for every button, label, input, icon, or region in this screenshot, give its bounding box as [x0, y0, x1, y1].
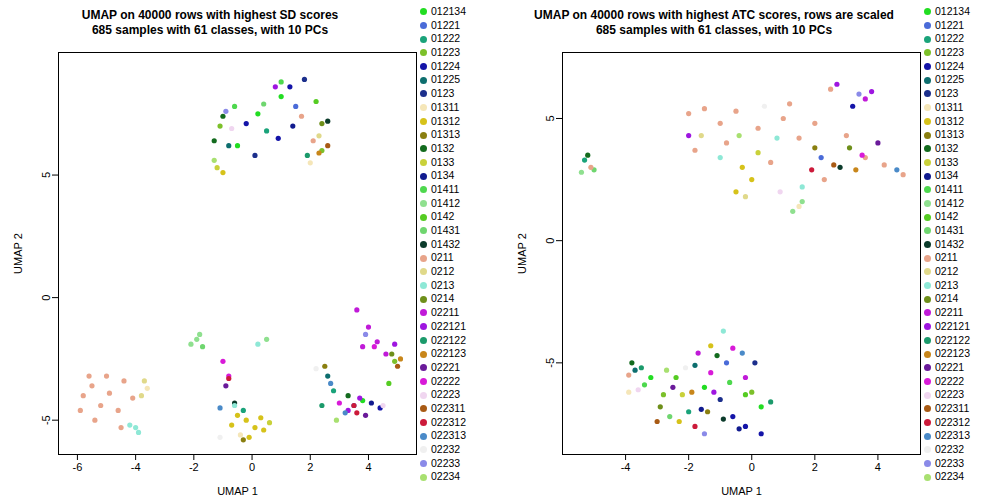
html-text:022122: 022122 [431, 333, 466, 346]
html-text:022121: 022121 [935, 319, 970, 332]
html-text:01311: 01311 [431, 100, 460, 113]
html-text:0134: 0134 [935, 169, 959, 182]
html-text:0212: 0212 [935, 265, 959, 278]
html-text:01225: 01225 [935, 73, 965, 86]
html-text:01313: 01313 [935, 128, 965, 141]
html-text:022313: 022313 [431, 429, 466, 442]
html-text:685 samples with 61 classes, w: 685 samples with 61 classes, with 10 PCs [595, 23, 833, 37]
html-text:01412: 01412 [431, 196, 461, 209]
html-text:022122: 022122 [935, 333, 970, 346]
html-text:01411: 01411 [431, 182, 460, 195]
svg-text:2: 2 [812, 461, 818, 473]
html-text:01223: 01223 [935, 46, 965, 59]
html-text:0123: 0123 [431, 87, 455, 100]
html-text:0214: 0214 [935, 292, 959, 305]
html-text:685 samples with 61 classes, w: 685 samples with 61 classes, with 10 PCs [91, 23, 329, 37]
svg-text:0: 0 [249, 461, 255, 473]
svg-text:UMAP 2: UMAP 2 [516, 233, 528, 274]
html-text:01225: 01225 [431, 73, 461, 86]
html-text:02232: 02232 [935, 443, 965, 455]
html-text:0142: 0142 [431, 210, 455, 223]
svg-text:5: 5 [40, 172, 52, 178]
html-text:022121: 022121 [431, 319, 466, 332]
svg-text:5: 5 [544, 115, 556, 121]
html-text:02211: 02211 [935, 306, 964, 319]
html-text:01222: 01222 [431, 32, 461, 45]
html-text:UMAP on 40000 rows with highes: UMAP on 40000 rows with highest ATC scor… [534, 8, 894, 22]
svg-text:-4: -4 [621, 461, 631, 473]
html-text:0133: 0133 [935, 155, 959, 168]
html-text:01412: 01412 [935, 196, 965, 209]
svg-text:0: 0 [749, 461, 755, 473]
html-text:UMAP on 40000 rows with highes: UMAP on 40000 rows with highest SD score… [81, 8, 339, 22]
html-text:012134: 012134 [431, 5, 466, 17]
html-text:0132: 0132 [935, 141, 959, 154]
html-text:02232: 02232 [431, 443, 461, 455]
html-text:0213: 0213 [431, 278, 455, 291]
svg-text:0: 0 [544, 238, 556, 244]
html-text:01221: 01221 [935, 18, 965, 31]
html-text:02222: 02222 [431, 374, 461, 387]
html-text:02233: 02233 [431, 456, 461, 469]
html-text:01224: 01224 [431, 59, 461, 72]
html-text:022311: 022311 [935, 401, 970, 414]
html-text:01431: 01431 [431, 224, 461, 236]
svg-text:UMAP 1: UMAP 1 [721, 485, 762, 497]
html-text:02221: 02221 [431, 360, 461, 373]
html-text:0133: 0133 [431, 155, 455, 168]
svg-text:-2: -2 [684, 461, 694, 473]
html-text:01313: 01313 [431, 128, 461, 141]
html-text:01222: 01222 [935, 32, 965, 45]
html-text:02234: 02234 [935, 470, 965, 483]
html-text:0214: 0214 [431, 292, 455, 305]
html-text:0142: 0142 [935, 210, 959, 223]
html-text:01411: 01411 [935, 182, 964, 195]
html-text:02221: 02221 [935, 360, 965, 373]
html-text:01311: 01311 [935, 100, 964, 113]
html-text:01312: 01312 [935, 114, 965, 127]
svg-text:0: 0 [40, 295, 52, 301]
svg-text:2: 2 [307, 461, 313, 473]
html-text:0212: 0212 [431, 265, 455, 278]
svg-text:-2: -2 [189, 461, 199, 473]
html-text:02234: 02234 [431, 470, 461, 483]
html-text:02223: 02223 [935, 388, 965, 401]
html-text:01432: 01432 [431, 237, 461, 250]
html-text:022312: 022312 [935, 415, 970, 428]
html-text:0123: 0123 [935, 87, 959, 100]
html-text:02222: 02222 [935, 374, 965, 387]
svg-text:-4: -4 [131, 461, 141, 473]
svg-text:UMAP 2: UMAP 2 [12, 233, 24, 274]
html-text:01312: 01312 [431, 114, 461, 127]
svg-text:UMAP 1: UMAP 1 [217, 485, 258, 497]
svg-text:4: 4 [875, 461, 881, 473]
html-text:01221: 01221 [431, 18, 461, 31]
svg-text:-5: -5 [544, 358, 556, 368]
html-text:0211: 0211 [935, 251, 958, 264]
html-text:02233: 02233 [935, 456, 965, 469]
html-text:01432: 01432 [935, 237, 965, 250]
html-text:01223: 01223 [431, 46, 461, 59]
html-text:01431: 01431 [935, 224, 965, 236]
html-text:0134: 0134 [431, 169, 455, 182]
html-text:012134: 012134 [935, 5, 970, 17]
html-text:022123: 022123 [935, 347, 970, 360]
html-text:02223: 02223 [431, 388, 461, 401]
html-text:022123: 022123 [431, 347, 466, 360]
html-text:022313: 022313 [935, 429, 970, 442]
svg-text:-6: -6 [73, 461, 83, 473]
svg-text:4: 4 [365, 461, 371, 473]
html-text:0211: 0211 [431, 251, 454, 264]
html-text:0132: 0132 [431, 141, 455, 154]
html-text:022311: 022311 [431, 401, 466, 414]
html-text:0213: 0213 [935, 278, 959, 291]
html-text:01224: 01224 [935, 59, 965, 72]
svg-text:-5: -5 [40, 415, 52, 425]
html-text:02211: 02211 [431, 306, 460, 319]
html-text:022312: 022312 [431, 415, 466, 428]
